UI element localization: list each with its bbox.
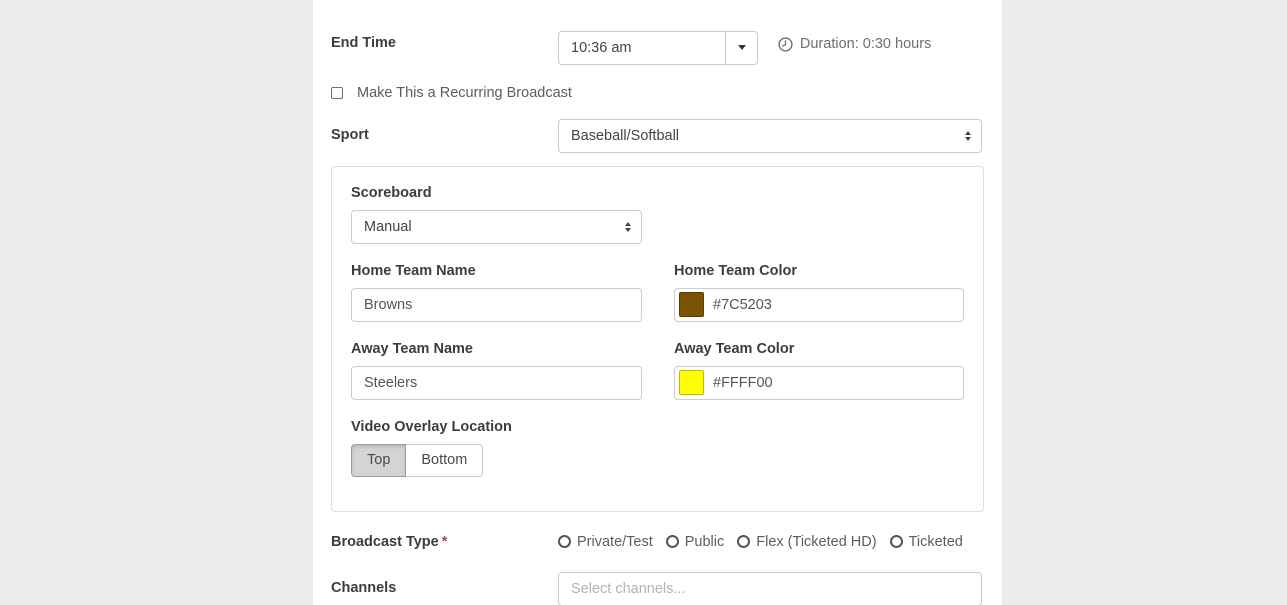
overlay-top-button[interactable]: Top xyxy=(351,443,407,477)
broadcast-type-radio-group: Private/Test Public Flex (Ticketed HD) T… xyxy=(558,534,984,550)
channels-row: Channels xyxy=(331,571,984,605)
sport-selected-value: Baseball/Softball xyxy=(571,127,680,144)
scoreboard-selected-value: Manual xyxy=(364,218,412,235)
away-team-color-swatch[interactable] xyxy=(679,370,704,396)
away-team-name-col: Away Team Name xyxy=(351,341,642,400)
sport-label: Sport xyxy=(331,126,369,143)
scoreboard-select[interactable]: Manual xyxy=(351,209,642,244)
radio-label: Private/Test xyxy=(577,533,653,550)
scoreboard-panel: Scoreboard Manual Home Team Name Home Te… xyxy=(331,165,984,512)
chevron-down-icon xyxy=(737,45,746,51)
broadcast-type-label: Broadcast Type * xyxy=(331,534,558,550)
home-team-color-input[interactable] xyxy=(713,296,955,313)
end-time-row: End Time Duration: 0:30 hours xyxy=(331,27,984,65)
away-team-color-field xyxy=(674,365,964,400)
select-arrows-icon xyxy=(965,130,971,141)
select-arrows-icon xyxy=(625,221,631,232)
overlay-bottom-button[interactable]: Bottom xyxy=(406,443,484,477)
video-overlay-label: Video Overlay Location xyxy=(351,418,512,435)
away-team-color-input[interactable] xyxy=(713,374,955,391)
home-team-grid: Home Team Name Home Team Color xyxy=(351,263,964,322)
end-time-input-group xyxy=(558,30,758,65)
radio-option-public[interactable]: Public xyxy=(665,533,725,550)
away-team-grid: Away Team Name Away Team Color xyxy=(351,341,964,400)
home-team-name-input[interactable] xyxy=(351,287,642,322)
broadcast-type-row: Broadcast Type * Private/Test Public Flex… xyxy=(331,534,984,550)
channels-input[interactable] xyxy=(558,571,982,605)
home-team-name-label: Home Team Name xyxy=(351,262,476,279)
recurring-label: Make This a Recurring Broadcast xyxy=(357,84,572,101)
recurring-checkbox[interactable] xyxy=(331,86,343,99)
duration-display: Duration: 0:30 hours xyxy=(778,27,931,61)
radio-option-private-test[interactable]: Private/Test xyxy=(558,534,653,550)
radio-label: Public xyxy=(684,533,725,550)
radio-icon[interactable] xyxy=(665,535,679,549)
broadcast-form-card: End Time Duration: 0:30 hours xyxy=(313,0,1002,605)
home-team-color-col: Home Team Color xyxy=(674,263,964,322)
scoreboard-label: Scoreboard xyxy=(351,184,432,201)
radio-option-ticketed[interactable]: Ticketed xyxy=(889,533,963,550)
away-team-name-label: Away Team Name xyxy=(351,340,473,357)
sport-select[interactable]: Baseball/Softball xyxy=(558,118,982,153)
recurring-row: Make This a Recurring Broadcast xyxy=(331,85,984,101)
broadcast-type-label-text: Broadcast Type xyxy=(331,533,439,550)
radio-label: Ticketed xyxy=(908,533,963,550)
clock-icon xyxy=(778,36,793,52)
channels-field xyxy=(558,571,984,605)
end-time-label: End Time xyxy=(331,35,396,51)
end-time-field: Duration: 0:30 hours xyxy=(558,27,984,65)
required-asterisk: * xyxy=(441,533,448,550)
channels-label: Channels xyxy=(331,579,397,596)
duration-text: Duration: 0:30 hours xyxy=(799,36,932,52)
end-time-input[interactable] xyxy=(559,31,725,64)
home-team-color-label: Home Team Color xyxy=(674,262,798,279)
end-time-dropdown-button[interactable] xyxy=(725,31,757,64)
radio-icon[interactable] xyxy=(558,535,571,549)
radio-option-flex-ticketed-hd[interactable]: Flex (Ticketed HD) xyxy=(737,533,877,550)
radio-icon[interactable] xyxy=(737,535,751,549)
away-team-color-col: Away Team Color xyxy=(674,341,964,400)
sport-row: Sport Baseball/Softball xyxy=(331,118,984,153)
radio-icon[interactable] xyxy=(889,535,903,549)
away-team-color-label: Away Team Color xyxy=(674,340,795,357)
video-overlay-button-group: Top Bottom xyxy=(351,443,964,477)
home-team-color-field xyxy=(674,287,964,322)
radio-label: Flex (Ticketed HD) xyxy=(756,533,877,550)
sport-field: Baseball/Softball xyxy=(558,118,984,153)
home-team-name-col: Home Team Name xyxy=(351,263,642,322)
home-team-color-swatch[interactable] xyxy=(679,292,704,318)
away-team-name-input[interactable] xyxy=(351,365,642,400)
